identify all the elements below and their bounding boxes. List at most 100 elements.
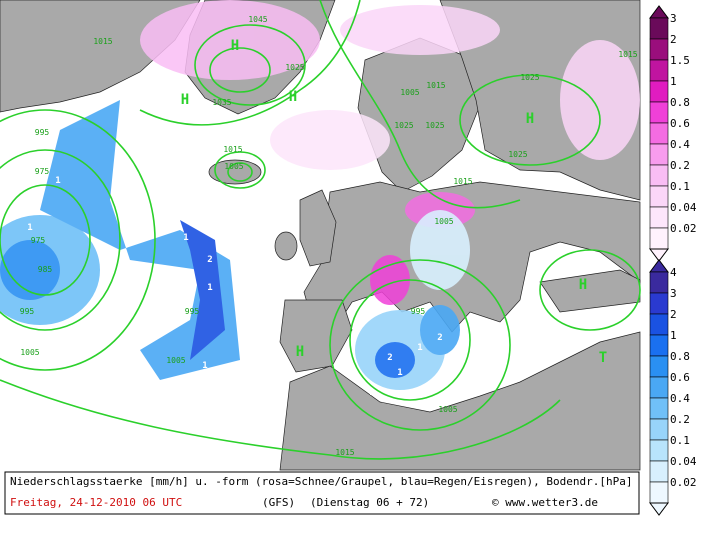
snow-legend-swatch	[649, 38, 669, 61]
snow-legend-top-arrow	[649, 5, 669, 19]
land-ireland	[274, 231, 298, 261]
pressure-center: H	[289, 89, 297, 105]
rain-legend-swatch	[649, 376, 669, 399]
isobar-label: 1015	[618, 50, 637, 59]
precipitation-rain	[0, 100, 470, 390]
isobar-label: 1025	[520, 73, 539, 82]
rain-legend-swatch	[649, 334, 669, 357]
caption-model: (GFS)	[262, 496, 295, 509]
snow-legend-label: 0.04	[670, 201, 697, 214]
map-labels: H H H H H T H 1045 1025 1015 1035 1005 1015 1025 1025 1…	[20, 15, 638, 457]
precipitation-snow	[140, 0, 640, 305]
pressure-center: H	[526, 111, 534, 127]
isobar-label: 1025	[394, 121, 413, 130]
snow-legend-swatch	[649, 122, 669, 145]
snow-legend-swatch	[649, 143, 669, 166]
rain-legend-label: 0.04	[670, 455, 697, 468]
snow-legend-label: 0.02	[670, 222, 697, 235]
snow-legend-swatch	[649, 227, 669, 250]
caption-line1: Niederschlagsstaerke [mm/h] u. -form (ro…	[10, 475, 633, 488]
rain-legend-swatch	[649, 418, 669, 441]
precip-label: 1	[207, 283, 212, 293]
isobar-label: 995	[185, 307, 200, 316]
pressure-center: H	[231, 38, 239, 54]
snow-legend-swatch	[649, 164, 669, 187]
isobar-label: 1005	[166, 356, 185, 365]
precip-label: 1	[125, 185, 130, 195]
snow-legend-label: 0.6	[670, 117, 690, 130]
precip-label: 1	[397, 368, 402, 378]
snow-legend-label: 0.4	[670, 138, 690, 151]
isobar-label: 1005	[434, 217, 453, 226]
isobar-label: 1025	[508, 150, 527, 159]
snow-legend-label: 3	[670, 12, 677, 25]
snow-legend-label: 1.5	[670, 54, 690, 67]
isobar-label: 995	[20, 307, 35, 316]
rain-legend-swatch	[649, 481, 669, 504]
pressure-center: H	[579, 277, 587, 293]
isobar-label: 1015	[93, 37, 112, 46]
isobar-label: 1005	[20, 348, 39, 357]
rain-legend-label: 3	[670, 287, 677, 300]
isobar-label: 1035	[212, 98, 231, 107]
isobar-label: 1015	[335, 448, 354, 457]
rain-legend-label: 0.02	[670, 476, 697, 489]
snow-legend-label: 0.8	[670, 96, 690, 109]
snow-legend-label: 2	[670, 33, 677, 46]
snow-legend-label: 0.2	[670, 159, 690, 172]
isobar-label: 1015	[426, 81, 445, 90]
rain-legend-swatch	[649, 439, 669, 462]
pressure-center: T	[599, 350, 607, 366]
precip-label: 1	[183, 233, 188, 243]
precip-label: 1	[202, 361, 207, 371]
rain-legend-swatch	[649, 460, 669, 483]
snow-legend-swatch	[649, 185, 669, 208]
isobar-label: 975	[35, 167, 50, 176]
rain-legend-label: 4	[670, 266, 677, 279]
land-africa	[279, 331, 641, 471]
rain-legend-label: 1	[670, 329, 677, 342]
isobar-label: 1015	[453, 177, 472, 186]
isobar-label: 1005	[438, 405, 457, 414]
precip-label: 1	[417, 343, 422, 353]
snow-legend-swatch	[649, 80, 669, 103]
snow-legend-swatch	[649, 206, 669, 229]
snow-legend-swatch	[649, 17, 669, 40]
snow-legend-swatch	[649, 59, 669, 82]
isobars	[0, 0, 641, 460]
isobar-label: 995	[411, 307, 426, 316]
snow-legend-bottom-arrow	[649, 248, 669, 262]
rain-legend-swatch	[649, 292, 669, 315]
rain-legend-top-arrow	[649, 259, 669, 273]
isobar-label: 985	[38, 265, 53, 274]
land-britain	[299, 189, 337, 267]
rain-legend-label: 0.1	[670, 434, 690, 447]
caption-run: (Dienstag 06 + 72)	[310, 496, 429, 509]
snow-legend-label: 0.1	[670, 180, 690, 193]
precip-label: 1	[55, 176, 60, 186]
isobar-label: 1025	[285, 63, 304, 72]
precip-label: 1	[27, 223, 32, 233]
legends: 3 2 1.5 1 0.8 0.6 0.4 0.2 0.1 0.04 0.02 4 3 2 1 0.8 0.6 0…	[649, 5, 697, 516]
precip-label: 2	[437, 333, 442, 343]
snow-legend-swatch	[649, 101, 669, 124]
precip-label: 1	[369, 388, 374, 398]
precip-label: 2	[387, 353, 392, 363]
rain-legend-label: 0.4	[670, 392, 690, 405]
isobar-label: 1025	[425, 121, 444, 130]
precip-label: 2	[207, 255, 212, 265]
rain-legend-swatch	[649, 355, 669, 378]
rain-legend-label: 0.6	[670, 371, 690, 384]
isobar-label: 975	[31, 236, 46, 245]
isobar-label: 1045	[248, 15, 267, 24]
caption-date: Freitag, 24-12-2010 06 UTC	[10, 496, 182, 509]
snow-legend-label: 1	[670, 75, 677, 88]
precip-label: 2	[127, 226, 132, 236]
rain-legend-bottom-arrow	[649, 502, 669, 516]
caption-box	[4, 471, 640, 515]
isobar-label: 1005	[224, 162, 243, 171]
isobar-label: 1005	[400, 88, 419, 97]
rain-legend-swatch	[649, 313, 669, 336]
